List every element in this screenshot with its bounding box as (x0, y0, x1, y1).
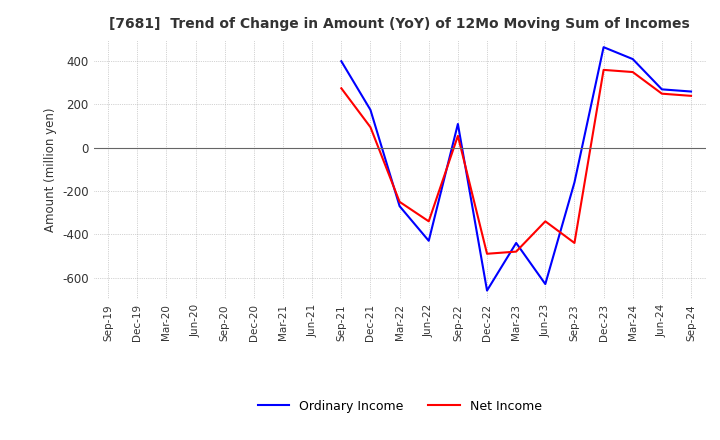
Net Income (424, 219, 433, 224)
Title: [7681]  Trend of Change in Amount (YoY) of 12Mo Moving Sum of Incomes: [7681] Trend of Change in Amount (YoY) o… (109, 18, 690, 32)
Ordinary Income (599, 44, 608, 50)
Ordinary Income (629, 56, 637, 62)
Ordinary Income (687, 89, 696, 94)
Ordinary Income (366, 107, 375, 113)
Net Income (657, 91, 666, 96)
Net Income (687, 93, 696, 99)
Line: Ordinary Income: Ordinary Income (341, 47, 691, 290)
Net Income (337, 86, 346, 91)
Net Income (454, 133, 462, 139)
Ordinary Income (541, 282, 549, 287)
Net Income (512, 249, 521, 254)
Net Income (366, 125, 375, 130)
Ordinary Income (395, 204, 404, 209)
Ordinary Income (482, 288, 491, 293)
Ordinary Income (657, 87, 666, 92)
Ordinary Income (454, 121, 462, 127)
Ordinary Income (512, 240, 521, 246)
Net Income (395, 199, 404, 205)
Net Income (599, 67, 608, 73)
Net Income (570, 240, 579, 246)
Ordinary Income (570, 180, 579, 185)
Net Income (541, 219, 549, 224)
Net Income (629, 70, 637, 75)
Line: Net Income: Net Income (341, 70, 691, 254)
Legend: Ordinary Income, Net Income: Ordinary Income, Net Income (253, 395, 546, 418)
Net Income (482, 251, 491, 257)
Y-axis label: Amount (million yen): Amount (million yen) (43, 107, 57, 231)
Ordinary Income (424, 238, 433, 243)
Ordinary Income (337, 59, 346, 64)
